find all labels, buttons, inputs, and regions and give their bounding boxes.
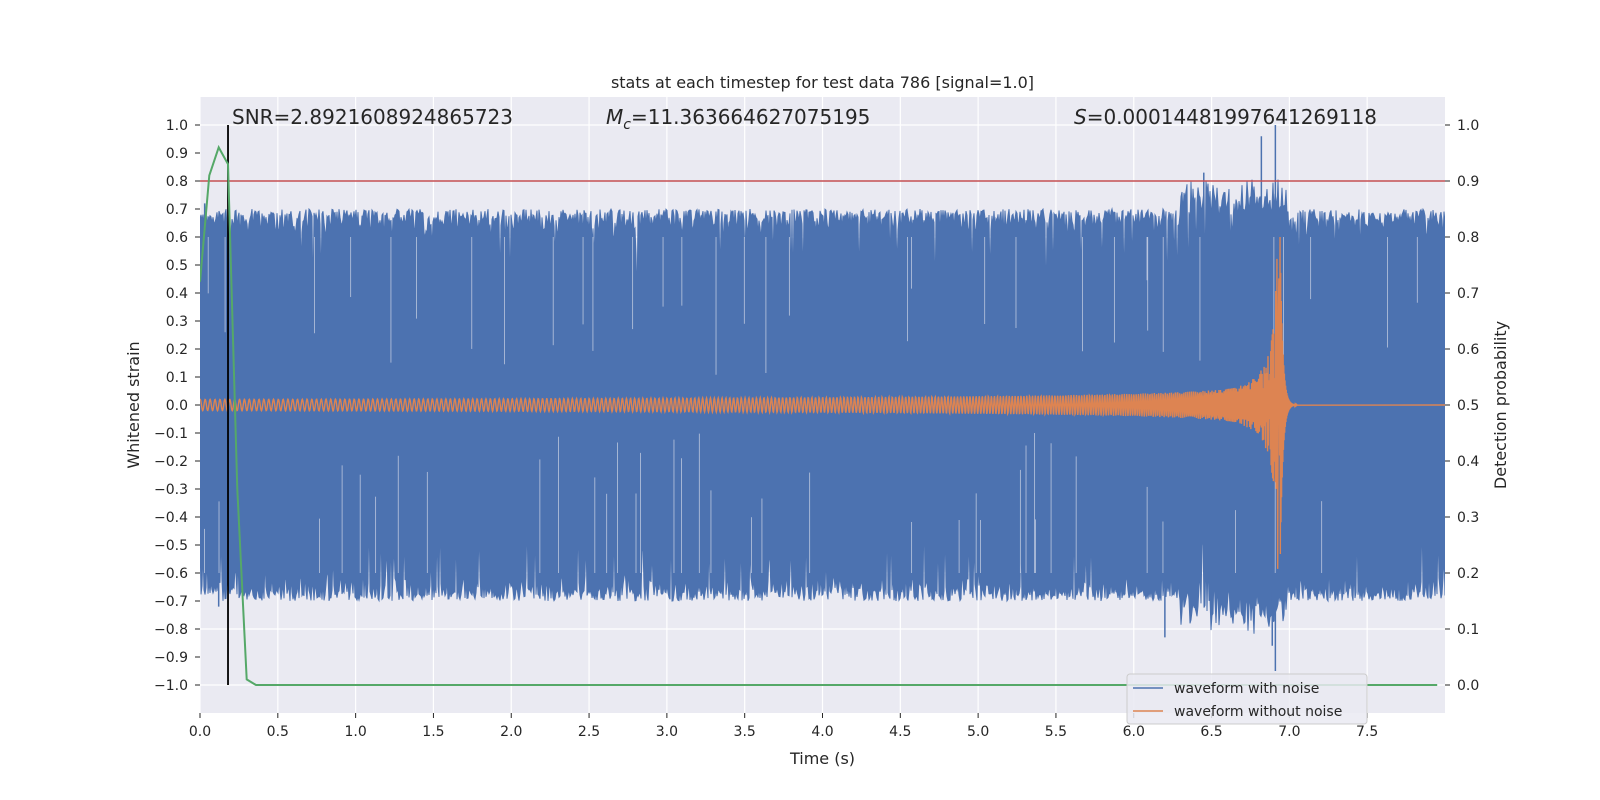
x-tick-label-10: 5.0 [967, 724, 989, 740]
x-tick-label-6: 3.0 [656, 724, 678, 740]
x-tick-label-3: 1.5 [422, 724, 444, 740]
y-axis-right-ticks: 1.0 0.9 0.8 0.7 0.6 0.5 0.4 0.3 0.2 0.1 0.0 [1445, 118, 1479, 694]
y-tick-label-9: 0.1 [166, 370, 188, 386]
y-tick-label-2: 0.8 [166, 174, 188, 190]
series-waveform-with-noise [200, 125, 1445, 671]
y-tick-label-17: −0.7 [154, 594, 188, 610]
x-tick-label-5: 2.5 [578, 724, 600, 740]
y2-tick-label-4: 0.6 [1457, 342, 1479, 358]
x-axis-ticks: 0.0 0.5 1.0 1.5 2.0 2.5 3.0 3.5 4.0 4.5 5.0 5.5 6.0 6… [189, 713, 1378, 740]
y2-tick-label-8: 0.2 [1457, 566, 1479, 582]
legend-label-waveform-without-noise: waveform without noise [1174, 704, 1342, 720]
y-tick-label-13: −0.3 [154, 482, 188, 498]
y-tick-label-15: −0.5 [154, 538, 188, 554]
y2-tick-label-7: 0.3 [1457, 510, 1479, 526]
y-tick-label-0: 1.0 [166, 118, 188, 134]
noisy-waveform-body [200, 179, 1445, 634]
x-tick-label-12: 6.0 [1123, 724, 1145, 740]
x-tick-label-2: 1.0 [344, 724, 366, 740]
y-axis-right-label: Detection probability [1491, 321, 1510, 489]
legend-label-waveform-with-noise: waveform with noise [1174, 681, 1319, 697]
x-axis-label: Time (s) [789, 749, 855, 768]
chart-title: stats at each timestep for test data 786… [611, 73, 1034, 92]
y-tick-label-1: 0.9 [166, 146, 188, 162]
y-tick-label-16: −0.6 [154, 566, 188, 582]
plot-content [200, 125, 1445, 686]
annotation-chirp-mass-value: =11.363664627075195 [631, 105, 870, 129]
x-tick-label-0: 0.0 [189, 724, 211, 740]
x-tick-label-15: 7.5 [1356, 724, 1378, 740]
y-tick-label-6: 0.4 [166, 286, 188, 302]
annotation-s-symbol: S [1074, 105, 1087, 129]
y-tick-label-8: 0.2 [166, 342, 188, 358]
x-tick-label-7: 3.5 [734, 724, 756, 740]
annotation-chirp-mass-symbol: M [606, 105, 623, 129]
y-axis-left-label: Whitened strain [124, 341, 143, 468]
y-axis-left-ticks: 1.0 0.9 0.8 0.7 0.6 0.5 0.4 0.3 0.2 0.1 0.0 −0.1 −0.… [154, 118, 200, 694]
y-tick-label-10: 0.0 [166, 398, 188, 414]
annotation-s-value: =0.00014481997641269118 [1087, 105, 1377, 129]
y2-tick-label-5: 0.5 [1457, 398, 1479, 414]
annotation-chirp-mass: Mc=11.363664627075195 [606, 105, 870, 133]
clean-waveform-line [200, 236, 1445, 569]
series-waveform-without-noise [200, 236, 1445, 569]
annotation-chirp-mass-subscript: c [623, 117, 631, 133]
x-tick-label-13: 6.5 [1200, 724, 1222, 740]
y-tick-label-5: 0.5 [166, 258, 188, 274]
y2-tick-label-1: 0.9 [1457, 174, 1479, 190]
y2-tick-label-6: 0.4 [1457, 454, 1479, 470]
y-tick-label-4: 0.6 [166, 230, 188, 246]
y-tick-label-18: −0.8 [154, 622, 188, 638]
annotation-snr: SNR=2.8921608924865723 [232, 105, 513, 129]
y-tick-label-20: −1.0 [154, 678, 188, 694]
detection-probability-line [200, 144, 1438, 686]
x-tick-label-14: 7.0 [1278, 724, 1300, 740]
y-tick-label-14: −0.4 [154, 510, 188, 526]
series-detection-probability [200, 144, 1438, 686]
y-tick-label-3: 0.7 [166, 202, 188, 218]
x-tick-label-9: 4.5 [889, 724, 911, 740]
y2-tick-label-9: 0.1 [1457, 622, 1479, 638]
annotation-s: S=0.00014481997641269118 [1074, 105, 1377, 129]
y-tick-label-12: −0.2 [154, 454, 188, 470]
y2-tick-label-0: 1.0 [1457, 118, 1479, 134]
reference-lines [200, 125, 1445, 685]
x-tick-label-11: 5.5 [1045, 724, 1067, 740]
y2-tick-label-10: 0.0 [1457, 678, 1479, 694]
legend-box [1126, 673, 1368, 725]
legend: waveform with noise waveform without noi… [1126, 673, 1368, 725]
y2-tick-label-2: 0.8 [1457, 230, 1479, 246]
x-tick-label-4: 2.0 [500, 724, 522, 740]
x-tick-label-1: 0.5 [267, 724, 289, 740]
y-tick-label-7: 0.3 [166, 314, 188, 330]
y-tick-label-19: −0.9 [154, 650, 188, 666]
y2-tick-label-3: 0.7 [1457, 286, 1479, 302]
x-tick-label-8: 4.0 [811, 724, 833, 740]
y-tick-label-11: −0.1 [154, 426, 188, 442]
